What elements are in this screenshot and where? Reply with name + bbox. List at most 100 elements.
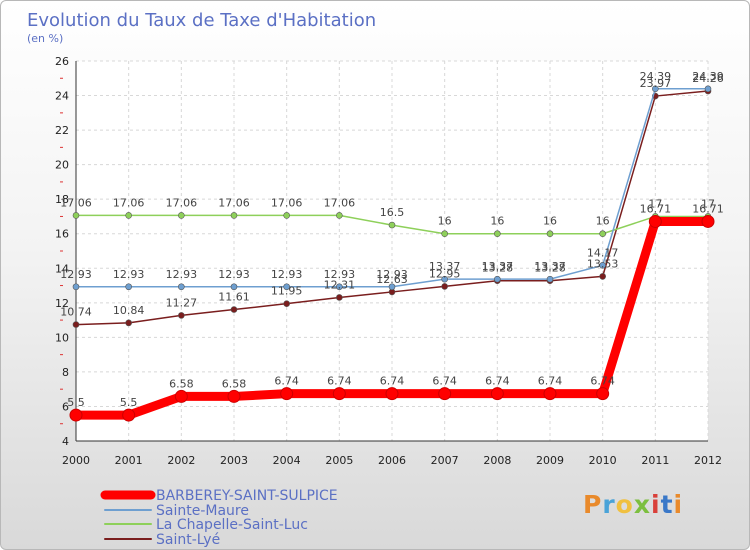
data-label-1: 13.37 <box>534 260 566 273</box>
series-point-2 <box>125 212 132 219</box>
y-tick-label: 12 <box>55 297 69 310</box>
grid-lines <box>75 60 709 442</box>
data-label-1: 12.93 <box>218 268 250 281</box>
data-label-0: 16.71 <box>692 202 724 215</box>
logo-letter: x <box>633 490 651 519</box>
series-point-0 <box>280 387 294 401</box>
series-point-0 <box>227 389 241 403</box>
x-tick-label: 2010 <box>589 454 617 467</box>
data-label-1: 12.93 <box>271 268 303 281</box>
data-label-1: 12.93 <box>324 268 356 281</box>
data-label-3: 10.84 <box>113 304 145 317</box>
series-point-3 <box>178 312 185 319</box>
x-tick-label: 2012 <box>694 454 722 467</box>
x-tick-label: 2003 <box>220 454 248 467</box>
chart-subtitle: (en %) <box>27 32 63 45</box>
x-tick-label: 2011 <box>641 454 669 467</box>
series-point-1 <box>441 275 448 283</box>
series-point-2 <box>230 212 238 219</box>
data-label-0: 6.74 <box>327 375 352 388</box>
data-label-1: 13.37 <box>429 260 461 273</box>
series-point-2 <box>388 221 396 229</box>
data-label-1: 24.39 <box>640 70 672 83</box>
y-tick-label: 22 <box>55 124 69 137</box>
y-tick-label: 8 <box>62 366 69 379</box>
series-point-3 <box>72 321 80 328</box>
logo-letter: r <box>602 490 616 519</box>
data-label-2: 17.06 <box>113 196 145 209</box>
series-point-3 <box>441 283 448 290</box>
data-label-0: 6.58 <box>222 377 247 390</box>
data-label-2: 17.06 <box>324 196 356 209</box>
data-label-0: 5.5 <box>67 396 85 409</box>
series-point-1 <box>494 275 501 283</box>
logo-letter: t <box>660 490 674 519</box>
y-tick-label: 20 <box>55 159 69 172</box>
series-point-0 <box>174 389 188 403</box>
series-point-3 <box>336 294 343 301</box>
data-label-2: 17.06 <box>271 196 303 209</box>
data-label-2: 16.5 <box>380 206 405 219</box>
legend-label-1: Sainte-Maure <box>156 503 249 519</box>
series-point-0 <box>385 387 399 401</box>
series-point-1 <box>336 283 343 291</box>
data-label-1: 13.37 <box>482 260 514 273</box>
data-label-1: 12.93 <box>376 268 408 281</box>
logo-letter: i <box>651 490 661 519</box>
legend-label-0: BARBEREY-SAINT-SULPICE <box>156 488 338 504</box>
series-point-1 <box>72 283 80 291</box>
series-point-3 <box>283 300 290 307</box>
y-tick-label: 4 <box>62 435 69 448</box>
series-point-0 <box>701 214 715 228</box>
series-point-2 <box>178 212 185 219</box>
series-point-1 <box>704 85 712 93</box>
data-label-2: 16 <box>490 215 504 228</box>
data-label-0: 6.74 <box>485 375 510 388</box>
series-point-1 <box>388 283 396 291</box>
series-group <box>69 85 715 422</box>
data-label-0: 6.58 <box>169 377 194 390</box>
axes: 4 6 8 10 12 14 16 18 20 22 24 26 2000 2001 2002 2003 200… <box>55 55 722 467</box>
data-label-0: 16.71 <box>640 202 672 215</box>
series-point-0 <box>543 387 557 401</box>
x-tick-label: 2002 <box>167 454 195 467</box>
data-label-0: 6.74 <box>432 375 457 388</box>
data-label-0: 6.74 <box>590 375 615 388</box>
data-label-1: 12.93 <box>60 268 92 281</box>
series-point-0 <box>490 387 504 401</box>
series-point-0 <box>438 387 452 401</box>
data-label-0: 6.74 <box>538 375 563 388</box>
series-point-1 <box>546 275 554 283</box>
data-label-0: 6.74 <box>274 375 299 388</box>
y-tick-label: 14 <box>55 262 69 275</box>
series-point-3 <box>230 306 238 313</box>
series-point-0 <box>69 408 83 422</box>
y-tick-label: 26 <box>55 55 69 68</box>
x-tick-label: 2009 <box>536 454 564 467</box>
series-point-0 <box>648 214 662 228</box>
x-tick-label: 2006 <box>378 454 406 467</box>
series-point-2 <box>494 230 501 238</box>
data-label-2: 17.06 <box>218 196 250 209</box>
series-point-2 <box>72 212 80 219</box>
series-point-2 <box>441 230 448 238</box>
data-label-3: 11.61 <box>218 291 250 304</box>
data-label-2: 17.06 <box>166 196 198 209</box>
x-tick-label: 2005 <box>325 454 353 467</box>
data-label-3: 12.63 <box>376 273 408 286</box>
data-label-3: 12.31 <box>324 278 356 291</box>
x-tick-label: 2000 <box>62 454 90 467</box>
data-label-0: 5.5 <box>120 396 138 409</box>
series-point-0 <box>596 387 610 401</box>
data-label-3: 24.26 <box>692 72 724 85</box>
legend-label-2: La Chapelle-Saint-Luc <box>156 517 308 533</box>
data-label-2: 16 <box>543 215 557 228</box>
data-label-3: 13.28 <box>482 262 514 275</box>
y-tick-label: 24 <box>55 90 69 103</box>
series-point-1 <box>652 85 659 93</box>
series-point-1 <box>283 283 290 291</box>
data-label-3: 12.95 <box>429 267 461 280</box>
data-label-2: 17 <box>648 197 662 210</box>
